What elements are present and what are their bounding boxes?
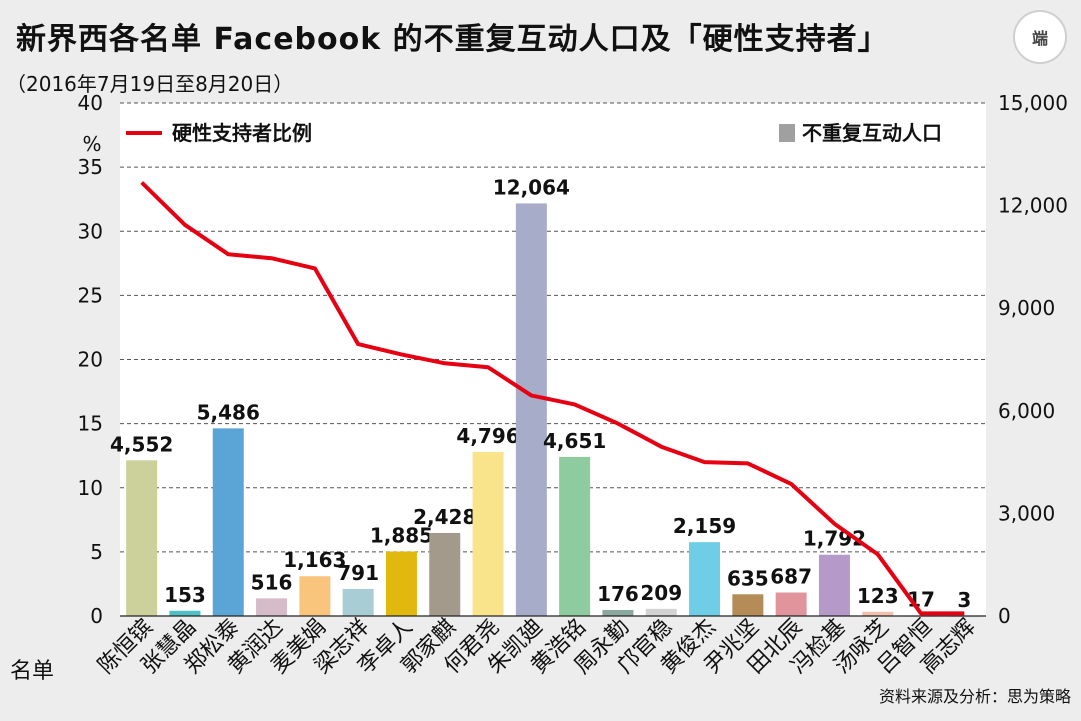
bar-value-label: 12,064 [493, 175, 570, 199]
bar [862, 611, 894, 616]
left-axis-tick: 0 [90, 604, 103, 628]
bar [385, 551, 417, 616]
bar [948, 615, 980, 618]
left-axis-tick: 40 [78, 91, 103, 115]
bar-value-label: 791 [337, 561, 379, 585]
bar [342, 588, 374, 616]
left-axis-tick: 15 [78, 412, 103, 436]
bar-value-label: 2,159 [673, 514, 736, 538]
support-ratio-line [140, 181, 965, 616]
bar [472, 451, 504, 616]
right-axis-tick: 9,000 [998, 296, 1055, 320]
left-axis-tick: 25 [78, 283, 103, 307]
legend-bar-label: 不重复互动人口 [802, 121, 942, 145]
bar-value-label: 123 [857, 584, 899, 608]
bar [515, 203, 547, 616]
bar-value-label: 2,428 [413, 505, 476, 529]
bar-value-label: 687 [770, 565, 812, 589]
bar [602, 609, 634, 616]
left-axis-tick: 30 [78, 219, 103, 243]
bar-value-label: 4,651 [543, 429, 606, 453]
legend-bar-swatch [779, 124, 795, 142]
bar [126, 460, 158, 616]
bar [689, 542, 721, 616]
bar-value-label: 176 [597, 582, 639, 606]
chart-subtitle: （2016年7月19日至8月20日） [6, 72, 294, 96]
right-axis-tick: 3,000 [998, 501, 1055, 525]
bar [429, 532, 461, 616]
left-axis-tick: 35 [78, 155, 103, 179]
chart-title: 新界西各名单 Facebook 的不重复互动人口及「硬性支持者」 [16, 22, 889, 57]
bar-value-label: 4,552 [110, 432, 173, 456]
bar-value-label: 4,796 [456, 424, 519, 448]
bar-value-label: 1,163 [283, 548, 346, 572]
bar [559, 456, 591, 616]
bar [818, 554, 850, 616]
bar-value-label: 153 [164, 583, 206, 607]
bar-value-label: 3 [957, 588, 971, 612]
bar [256, 598, 288, 616]
right-axis-tick: 0 [998, 604, 1011, 628]
bar [299, 576, 331, 616]
bar-value-label: 209 [640, 581, 682, 605]
bar-value-label: 635 [727, 566, 769, 590]
bar [775, 592, 807, 616]
right-axis-tick: 12,000 [998, 194, 1068, 218]
left-axis-tick: 5 [90, 540, 103, 564]
left-axis-tick: 20 [78, 348, 103, 372]
bar-value-label: 1,885 [370, 524, 433, 548]
bar [645, 608, 677, 616]
right-axis-tick: 6,000 [998, 399, 1055, 423]
legend-line-label: 硬性支持者比例 [172, 121, 312, 145]
bar [169, 610, 201, 616]
left-axis-unit: % [82, 132, 101, 156]
source-note: 资料来源及分析：思为策略 [878, 687, 1071, 706]
bar [732, 594, 764, 616]
bar-value-label: 516 [251, 570, 293, 594]
left-axis-tick: 10 [78, 476, 103, 500]
bar [212, 428, 244, 616]
brand-logo: 端 [1013, 10, 1067, 64]
x-axis-title: 名单 [10, 659, 54, 684]
right-axis-tick: 15,000 [998, 91, 1068, 115]
bar-value-label: 5,486 [197, 400, 260, 424]
